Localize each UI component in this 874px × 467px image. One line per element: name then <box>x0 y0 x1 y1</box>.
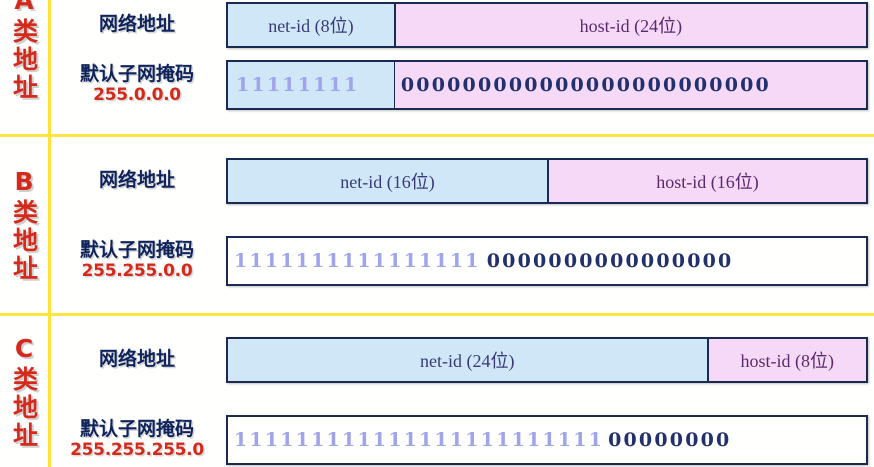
class-c-mask-caption: 默认子网掩码 255.255.255.0 <box>48 418 226 461</box>
address-caption-text: 网络地址 <box>98 348 175 371</box>
address-caption-text: 网络地址 <box>98 13 175 36</box>
mask-value-text: 255.255.0.0 <box>81 261 193 282</box>
class-a-address-bar: net-id (8位) host-id (24位) <box>226 2 868 48</box>
class-b-mask-bar: 1111111111111111 0000000000000000 <box>226 236 868 286</box>
class-row-a: A类地址 网络地址 net-id (8位) host-id (24位) 默认子 <box>0 0 874 134</box>
class-b-mask-line: 默认子网掩码 255.255.0.0 1111111111111111 0000… <box>48 235 874 287</box>
class-label-a: A类地址 <box>9 0 39 102</box>
class-a-mask-bar: 11111111 000000000000000000000000 <box>226 60 868 110</box>
class-b-body: 网络地址 net-id (16位) host-id (16位) 默认子网掩码 2… <box>48 137 874 313</box>
class-c-body: 网络地址 net-id (24位) host-id (8位) 默认子网掩码 25… <box>48 316 874 467</box>
class-c-mask-line: 默认子网掩码 255.255.255.0 1111111111111111111… <box>48 414 874 466</box>
class-b-netid-segment: net-id (16位) <box>228 160 547 202</box>
class-b-address-caption: 网络地址 <box>48 169 226 192</box>
class-c-netid-segment: net-id (24位) <box>228 339 707 381</box>
class-b-mask-bits-wrap: 1111111111111111 0000000000000000 <box>228 238 866 284</box>
class-a-mask-ones-segment: 11111111 <box>228 62 394 108</box>
class-b-mask-zeros-bits: 0000000000000000 <box>486 250 734 272</box>
horizontal-divider-2 <box>0 313 874 316</box>
mask-caption-text: 默认子网掩码 <box>79 239 194 262</box>
class-b-hostid-segment: host-id (16位) <box>547 160 866 202</box>
class-a-hostid-segment: host-id (24位) <box>393 4 866 46</box>
class-row-b: B类地址 网络地址 net-id (16位) host-id (16位) 默认 <box>0 137 874 313</box>
class-b-address-line: 网络地址 net-id (16位) host-id (16位) <box>48 155 874 207</box>
class-b-mask-caption: 默认子网掩码 255.255.0.0 <box>48 239 226 282</box>
address-caption-text: 网络地址 <box>98 169 175 192</box>
class-c-address-line: 网络地址 net-id (24位) host-id (8位) <box>48 334 874 386</box>
vertical-divider-b <box>48 137 51 313</box>
mask-value-text: 255.0.0.0 <box>93 85 181 106</box>
class-a-address-caption: 网络地址 <box>48 13 226 36</box>
vertical-divider-c <box>48 316 51 467</box>
class-a-address-line: 网络地址 net-id (8位) host-id (24位) <box>48 0 874 50</box>
horizontal-divider-1 <box>0 134 874 137</box>
class-c-hostid-label: host-id (8位) <box>740 351 835 371</box>
class-b-hostid-label: host-id (16位) <box>656 172 759 192</box>
class-label-b: B类地址 <box>9 167 39 283</box>
mask-value-text: 255.255.255.0 <box>70 440 204 461</box>
class-b-netid-label: net-id (16位) <box>340 172 435 192</box>
class-a-mask-zeros-segment: 000000000000000000000000 <box>393 62 866 108</box>
class-c-address-bar: net-id (24位) host-id (8位) <box>226 337 868 383</box>
class-c-mask-bits-wrap: 111111111111111111111111 00000000 <box>228 417 866 463</box>
class-a-mask-caption: 默认子网掩码 255.0.0.0 <box>48 63 226 106</box>
mask-caption-text: 默认子网掩码 <box>79 418 194 441</box>
class-a-mask-zeros-bits: 000000000000000000000000 <box>400 74 771 96</box>
vertical-divider-a <box>48 0 51 134</box>
class-b-address-bar: net-id (16位) host-id (16位) <box>226 158 868 204</box>
class-a-mask-line: 默认子网掩码 255.0.0.0 11111111 00000000000000… <box>48 59 874 111</box>
class-label-c: C类地址 <box>9 333 39 450</box>
class-a-hostid-label: host-id (24位) <box>579 16 683 36</box>
class-row-c: C类地址 网络地址 net-id (24位) host-id (8位) 默认子 <box>0 316 874 467</box>
class-a-netid-segment: net-id (8位) <box>228 4 394 46</box>
class-a-mask-ones-bits: 11111111 <box>236 74 360 96</box>
class-c-mask-bar: 111111111111111111111111 00000000 <box>226 415 868 465</box>
mask-caption-text: 默认子网掩码 <box>79 63 194 86</box>
class-c-mask-zeros-bits: 00000000 <box>608 429 732 451</box>
class-c-hostid-segment: host-id (8位) <box>706 339 866 381</box>
class-c-address-caption: 网络地址 <box>48 348 226 371</box>
class-a-body: 网络地址 net-id (8位) host-id (24位) 默认子网掩码 25… <box>48 0 874 134</box>
class-c-netid-label: net-id (24位) <box>420 351 515 371</box>
class-a-netid-label: net-id (8位) <box>268 16 354 36</box>
class-b-mask-ones-bits: 1111111111111111 <box>234 250 481 272</box>
class-c-mask-ones-bits: 111111111111111111111111 <box>234 429 605 451</box>
